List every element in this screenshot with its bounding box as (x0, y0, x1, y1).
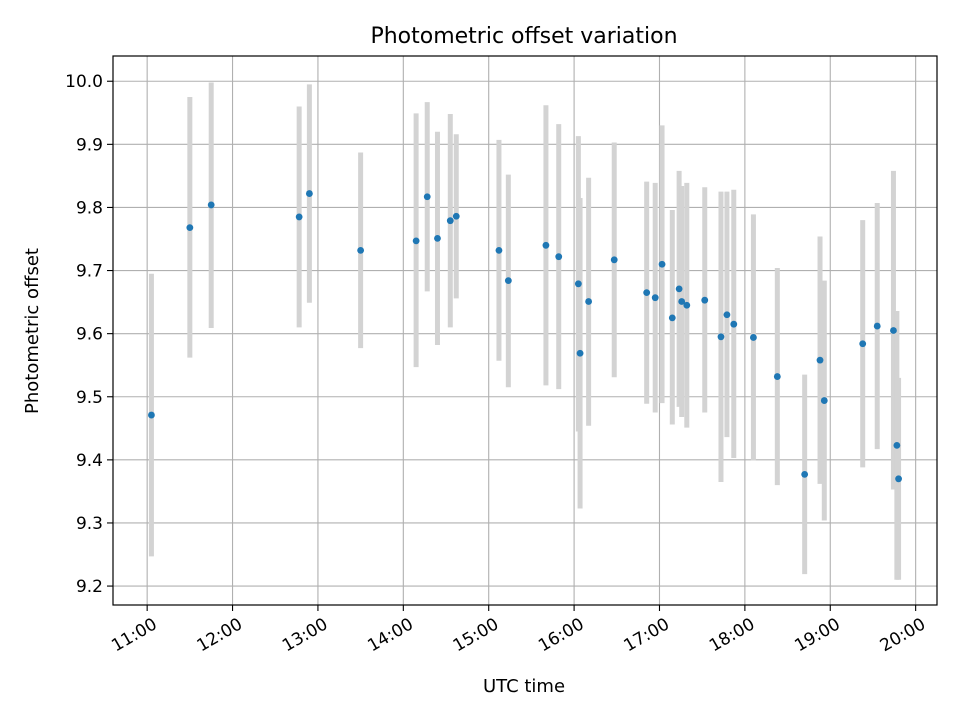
data-point (816, 356, 824, 364)
data-point (893, 441, 901, 449)
data-point (186, 224, 194, 232)
data-point (668, 314, 676, 322)
data-point (801, 470, 809, 478)
data-point (873, 322, 881, 330)
data-point (555, 253, 563, 261)
data-point (295, 213, 303, 221)
data-point (651, 294, 659, 302)
data-point (148, 411, 155, 419)
data-point (495, 246, 503, 254)
data-point (859, 340, 867, 348)
y-tick-label: 9.7 (76, 262, 103, 282)
y-axis-label: Photometric offset (22, 248, 43, 414)
y-tick-label: 10.0 (65, 72, 103, 92)
data-point (683, 301, 691, 309)
data-point (504, 277, 512, 285)
y-tick-label: 9.5 (76, 388, 103, 408)
data-point (730, 320, 738, 328)
y-tick-label: 9.3 (76, 514, 103, 534)
data-point (675, 285, 683, 293)
grid (113, 56, 937, 605)
data-point (723, 311, 731, 319)
data-point (305, 190, 313, 197)
data-point (890, 327, 897, 334)
y-tick-label: 9.6 (76, 325, 103, 345)
data-point (701, 296, 709, 304)
data-point (585, 298, 593, 305)
data-point (717, 333, 725, 341)
data-point (446, 217, 454, 225)
data-point (207, 201, 215, 209)
data-point (773, 373, 781, 380)
y-tick-label: 9.4 (76, 451, 103, 471)
chart-title: Photometric offset variation (370, 24, 677, 49)
data-point (357, 246, 365, 254)
data-point (643, 289, 651, 297)
data-points (148, 190, 902, 483)
data-point (452, 212, 460, 220)
data-point (820, 397, 828, 404)
plot-frame (112, 55, 938, 606)
y-axis-ticks: 9.2 9.3 9.4 9.5 9.6 9.7 9.8 9.9 10.0 (65, 72, 113, 597)
data-point (895, 475, 902, 483)
data-point (750, 334, 757, 341)
y-tick-label: 9.8 (76, 198, 103, 218)
data-point (542, 241, 550, 249)
data-point (610, 256, 618, 264)
data-point (576, 349, 584, 357)
y-tick-label: 9.9 (76, 135, 103, 155)
data-point (658, 260, 666, 268)
data-point (423, 193, 431, 201)
data-point (678, 298, 686, 305)
data-point (574, 280, 582, 288)
data-point (412, 237, 420, 245)
data-point (434, 234, 441, 242)
y-tick-label: 9.2 (76, 577, 103, 597)
x-axis-label: UTC time (483, 676, 565, 697)
